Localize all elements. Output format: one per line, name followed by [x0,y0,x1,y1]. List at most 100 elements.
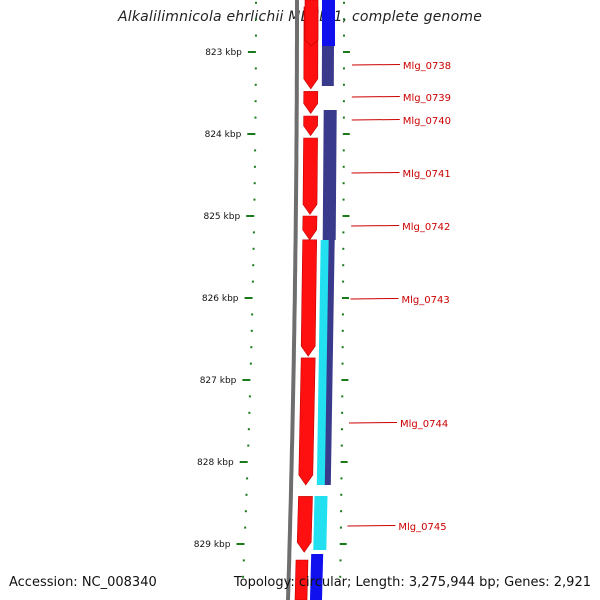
ruler-minor-tick [252,264,255,267]
gene-label: Mlg_0744 [400,419,448,430]
ruler-minor-tick [254,18,257,21]
cds-track [294,0,319,600]
outer-minor-tick [339,559,342,562]
topology-label: Topology: circular; Length: 3,275,944 bp… [233,575,591,590]
outer-minor-tick [342,34,345,37]
ruler-minor-tick [254,34,257,37]
outer-minor-tick [340,477,343,480]
genome-backbone [286,0,299,600]
ruler-minor-tick [244,510,247,513]
outer-major-tick [342,133,350,135]
ruler-major-tick [247,51,256,53]
outer-major-tick [339,543,347,545]
ruler-minor-tick [247,428,250,431]
cds-arrow [303,115,319,137]
ruler-minor-tick [252,231,255,234]
ruler-minor-tick [254,67,257,70]
outer-minor-tick [342,280,345,283]
cds-arrow [294,559,309,600]
outer-minor-tick [341,313,344,316]
gene-leader-line [347,525,396,527]
ruler-minor-tick [254,83,257,86]
backbone-line [286,0,299,600]
gene-label: Mlg_0740 [403,116,451,127]
ruler-minor-tick [247,444,250,447]
ruler-minor-tick [244,526,247,529]
gene-leader-line [351,64,400,66]
outer-minor-tick [340,510,343,513]
blast-hit-blue [310,554,324,600]
ruler-minor-tick [254,1,257,4]
gene-label: Mlg_0743 [402,295,450,306]
cds-arrow [304,0,319,47]
ruler-minor-tick [252,247,255,250]
gene-label: Mlg_0741 [403,169,451,180]
outer-minor-tick [342,264,345,267]
accession-label: Accession: NC_008340 [9,575,157,590]
outer-minor-tick [340,428,343,431]
map-title: Alkalilimnicola ehrlichii MLHE-1, comple… [117,9,483,25]
ruler-major-tick [244,297,253,299]
ruler-minor-tick [248,395,251,398]
outer-major-tick [342,51,350,53]
ruler-tick-label: 827 kbp [200,376,237,386]
ruler-minor-tick [250,346,253,349]
cds-arrow [302,137,318,215]
ruler-minor-tick [254,100,257,103]
gene-leader-line [349,422,398,424]
gene-leader-line [351,96,400,98]
outer-minor-tick [340,444,343,447]
blast-hit-navy [321,46,334,86]
ruler-minor-tick [246,477,249,480]
outer-major-tick [342,215,350,217]
ruler-minor-tick [249,362,252,365]
outer-minor-tick [342,198,345,201]
outer-minor-tick [340,493,343,496]
ruler-minor-tick [253,198,256,201]
ruler-minor-tick [250,329,253,332]
ruler-minor-tick [251,313,254,316]
cds-arrow [302,215,318,241]
gene-leader-line [351,172,400,174]
outer-minor-tick [342,1,345,4]
ruler-minor-tick [251,280,254,283]
cds-arrow [303,91,319,115]
outer-minor-tick [342,116,345,119]
blast-hit-navy [322,110,337,240]
outer-major-tick [342,297,350,299]
ruler-minor-tick [242,559,245,562]
blast-hit-cyan [313,496,328,550]
gene-labels: Mlg_0738 Mlg_0739 Mlg_0740 Mlg_0741 Mlg_0742… [347,61,451,533]
outer-minor-tick [339,526,342,529]
gene-label: Mlg_0739 [403,93,451,104]
ruler-tick-label: 823 kbp [205,48,242,58]
ruler-minor-tick [245,493,248,496]
gene-leader-line [351,225,400,227]
ruler-major-tick [242,379,251,381]
ruler-minor-tick [254,116,257,119]
blast-hit-blue [322,0,335,46]
outer-minor-tick [341,362,344,365]
outer-major-tick [341,379,349,381]
outer-minor-tick [341,346,344,349]
outer-major-tick [340,461,348,463]
outer-minor-tick [342,165,345,168]
blast-track [310,0,337,600]
ruler-tick-label: 828 kbp [197,458,234,468]
cds-arrow [296,496,313,553]
ruler-minor-tick [253,182,256,185]
ruler-tick-label: 829 kbp [194,540,231,550]
outer-minor-tick [342,231,345,234]
outer-minor-tick [339,575,342,578]
ruler-tick-label: 825 kbp [203,212,240,222]
ruler-minor-tick [254,149,257,152]
gene-label: Mlg_0745 [398,522,446,533]
gene-label: Mlg_0738 [403,61,451,72]
gene-leader-line [350,298,399,300]
ruler-minor-tick [253,165,256,168]
outer-minor-tick [342,67,345,70]
cds-arrow [298,357,316,486]
ruler-tick-label: 826 kbp [202,294,239,304]
outer-minor-tick [342,100,345,103]
